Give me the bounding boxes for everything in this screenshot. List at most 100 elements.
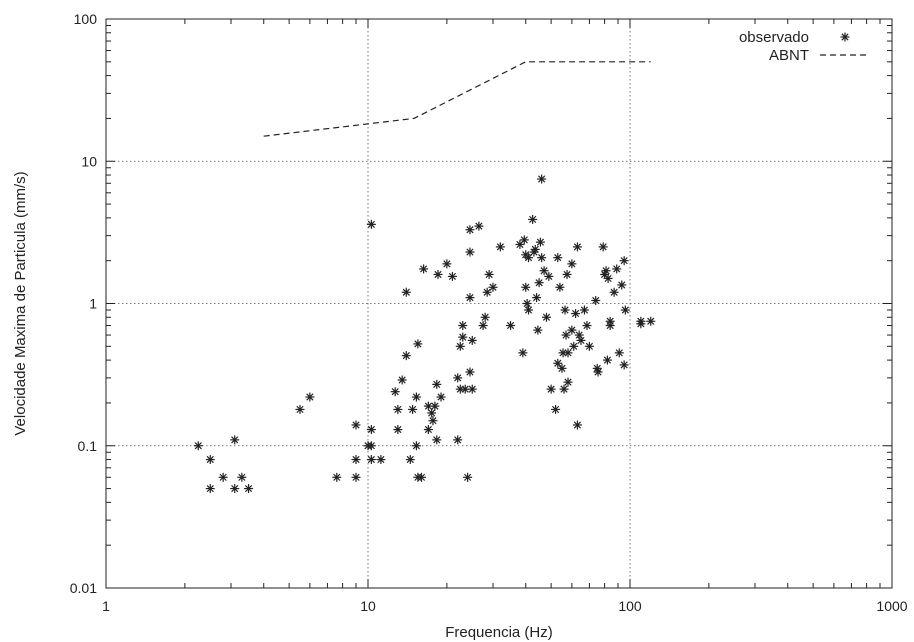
data-point: [479, 321, 488, 330]
data-point: [465, 225, 474, 234]
data-point: [537, 175, 546, 184]
data-point: [458, 321, 467, 330]
data-point: [606, 321, 615, 330]
data-point: [537, 253, 546, 262]
data-point: [557, 364, 566, 373]
data-point: [563, 270, 572, 279]
x-tick-label: 1000: [876, 598, 907, 614]
data-point: [599, 242, 608, 251]
data-point: [483, 288, 492, 297]
data-point: [532, 293, 541, 302]
data-point: [206, 455, 215, 464]
data-point: [393, 425, 402, 434]
y-tick-label: 1: [89, 296, 97, 312]
data-point: [603, 356, 612, 365]
data-point: [615, 348, 624, 357]
data-point: [528, 215, 537, 224]
data-point: [523, 299, 532, 308]
data-point: [553, 253, 562, 262]
y-axis-label: Velocidade Maxima de Particula (mm/s): [12, 171, 29, 435]
data-point: [468, 385, 477, 394]
data-point: [391, 387, 400, 396]
legend-marker-observado: [841, 33, 850, 42]
data-point: [244, 484, 253, 493]
data-point: [237, 473, 246, 482]
data-point: [412, 393, 421, 402]
data-point: [437, 393, 446, 402]
data-point: [424, 425, 433, 434]
data-point: [367, 441, 376, 450]
data-point: [230, 484, 239, 493]
data-point: [555, 283, 564, 292]
data-point: [474, 222, 483, 231]
data-point: [612, 264, 621, 273]
data-point: [393, 405, 402, 414]
legend-asterisk: [841, 33, 850, 42]
data-point: [453, 373, 462, 382]
data-point: [518, 348, 527, 357]
data-point: [547, 385, 556, 394]
data-point: [352, 420, 361, 429]
data-point: [402, 351, 411, 360]
x-tick-label: 10: [360, 598, 376, 614]
data-point: [295, 405, 304, 414]
data-point: [406, 455, 415, 464]
data-point: [571, 309, 580, 318]
data-point: [506, 321, 515, 330]
y-tick-label: 0.1: [78, 438, 98, 454]
data-point: [594, 367, 603, 376]
data-point: [367, 220, 376, 229]
data-point: [604, 274, 613, 283]
data-point: [621, 306, 630, 315]
data-point: [591, 296, 600, 305]
data-point: [230, 435, 239, 444]
data-point: [481, 313, 490, 322]
data-point: [430, 402, 439, 411]
data-point: [376, 455, 385, 464]
data-point: [573, 420, 582, 429]
data-point: [542, 313, 551, 322]
data-point: [463, 473, 472, 482]
y-tick-label: 0.01: [70, 580, 97, 596]
data-point: [432, 380, 441, 389]
data-point: [465, 367, 474, 376]
data-point: [206, 484, 215, 493]
data-point: [533, 326, 542, 335]
data-point: [468, 336, 477, 345]
data-point: [496, 242, 505, 251]
data-point: [332, 473, 341, 482]
data-point: [352, 473, 361, 482]
data-point: [573, 242, 582, 251]
data-point: [352, 455, 361, 464]
data-point: [417, 473, 426, 482]
data-point: [419, 264, 428, 273]
data-point: [620, 360, 629, 369]
x-tick-label: 1: [102, 598, 110, 614]
x-tick-label: 100: [618, 598, 642, 614]
data-point: [567, 326, 576, 335]
data-point: [553, 359, 562, 368]
data-point: [551, 405, 560, 414]
data-point: [408, 405, 417, 414]
y-tick-label: 100: [74, 11, 98, 27]
data-point: [576, 336, 585, 345]
data-point: [521, 283, 530, 292]
y-tick-label: 10: [81, 153, 97, 169]
data-point: [567, 259, 576, 268]
data-point: [535, 278, 544, 287]
data-point: [536, 238, 545, 247]
data-point: [540, 266, 549, 275]
data-point: [620, 256, 629, 265]
data-point: [520, 235, 529, 244]
data-point: [453, 435, 462, 444]
data-point: [398, 375, 407, 384]
data-point: [456, 342, 465, 351]
legend-label-observado: observado: [739, 29, 809, 46]
data-point: [367, 425, 376, 434]
data-point: [562, 331, 571, 340]
data-point: [602, 266, 611, 275]
data-point: [636, 319, 645, 328]
data-point: [585, 342, 594, 351]
